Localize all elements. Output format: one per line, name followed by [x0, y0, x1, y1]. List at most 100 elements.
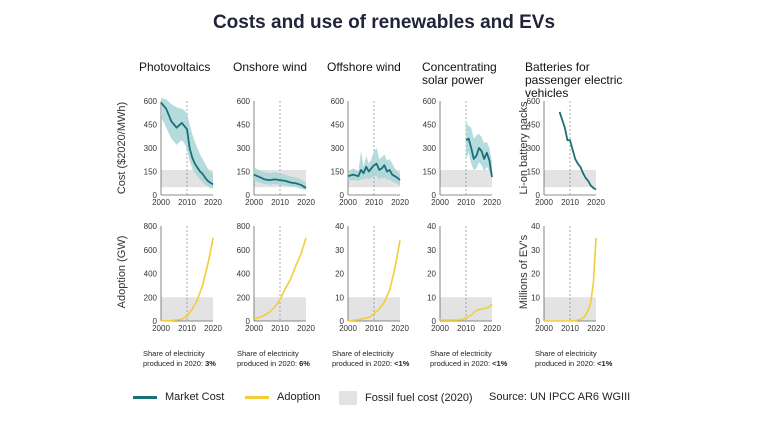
p0-cost-ytick-0: 0 — [153, 191, 158, 200]
p1-cost-ytick-0: 0 — [246, 191, 251, 200]
p2-cost-ytick-4: 600 — [331, 97, 345, 106]
p1-adoption-xtick-2: 2020 — [297, 324, 315, 333]
p3-cost-xtick-2: 2020 — [483, 198, 501, 207]
p2-adoption-ytick-3: 30 — [335, 246, 344, 255]
p0-cost-ytick-1: 150 — [144, 168, 158, 177]
p0-adoption-ytick-2: 400 — [144, 270, 158, 279]
p4-cost-xtick-2: 2020 — [587, 198, 605, 207]
p3-adoption-ytick-3: 30 — [427, 246, 436, 255]
p0-adoption-ytick-0: 0 — [153, 317, 158, 326]
share-note-0: Share of electricity produced in 2020: 3… — [143, 349, 216, 368]
legend-swatch-adoption — [245, 395, 269, 399]
p1-cost-ytick-3: 450 — [237, 121, 251, 130]
p1-adoption-xtick-0: 2000 — [245, 324, 263, 333]
p4-adoption-xtick-0: 2000 — [535, 324, 553, 333]
p4-cost-ytick-2: 300 — [527, 144, 541, 153]
p4-adoption-fossil-band — [544, 297, 596, 321]
p3-adoption-ytick-4: 40 — [427, 222, 436, 231]
p0-cost-xtick-0: 2000 — [152, 198, 170, 207]
p3-adoption-ytick-0: 0 — [432, 317, 437, 326]
panel-title-photovoltaics: Photovoltaics — [139, 60, 211, 74]
chart-title: Costs and use of renewables and EVs — [212, 12, 556, 33]
p2-adoption-ytick-0: 0 — [340, 317, 345, 326]
share-note-4: Share of electricity produced in 2020: <… — [535, 349, 613, 368]
p2-cost-xtick-1: 2010 — [365, 198, 383, 207]
p0-adoption-xtick-2: 2020 — [204, 324, 222, 333]
p1-cost-series-line — [253, 173, 307, 189]
p1-adoption-ytick-3: 600 — [237, 246, 251, 255]
p0-adoption-ytick-4: 800 — [144, 222, 158, 231]
p0-adoption-xtick-1: 2010 — [178, 324, 196, 333]
p2-cost-xtick-0: 2000 — [339, 198, 357, 207]
p1-cost-xtick-0: 2000 — [245, 198, 263, 207]
p0-adoption-ytick-1: 200 — [144, 293, 158, 302]
p2-cost-series-line — [347, 162, 401, 181]
p3-cost-xtick-1: 2010 — [457, 198, 475, 207]
p0-cost-ytick-4: 600 — [144, 97, 158, 106]
p4-cost-ytick-3: 450 — [527, 121, 541, 130]
p0-adoption-xtick-0: 2000 — [152, 324, 170, 333]
p1-cost-ytick-1: 150 — [237, 168, 251, 177]
p3-adoption-ytick-1: 10 — [427, 293, 436, 302]
row-label-battery-cost: Li-on battery packs — [518, 101, 530, 194]
p4-adoption-ytick-3: 30 — [531, 246, 540, 255]
share-note-2: Share of electricity produced in 2020: <… — [332, 349, 410, 368]
p4-adoption-ytick-2: 20 — [531, 270, 540, 279]
p4-cost-ytick-4: 600 — [527, 97, 541, 106]
source-note: Source: UN IPCC AR6 WGIII — [489, 391, 631, 403]
p0-cost-xtick-1: 2010 — [178, 198, 196, 207]
p4-cost-ytick-0: 0 — [536, 191, 541, 200]
p1-adoption-series-line — [253, 237, 307, 320]
panel-title-batteries: Batteries for passenger electric vehicle… — [525, 60, 623, 100]
row-label-adoption: Adoption (GW) — [116, 236, 128, 309]
p3-adoption-series-line — [440, 303, 493, 321]
p1-adoption-xtick-1: 2010 — [271, 324, 289, 333]
p2-adoption-ytick-4: 40 — [335, 222, 344, 231]
row-label-ev-adoption: Millions of EV's — [518, 234, 530, 309]
p0-cost-series-line — [160, 101, 214, 186]
p3-adoption-fossil-band — [440, 297, 492, 321]
legend-source: Source: UN IPCC AR6 WGIII — [489, 391, 630, 403]
p0-adoption-fossil-band — [161, 297, 213, 321]
p2-adoption-fossil-band — [348, 297, 400, 321]
p2-adoption-xtick-1: 2010 — [365, 324, 383, 333]
p0-adoption-series-line — [160, 237, 214, 322]
panel-title-offshore-wind: Offshore wind — [327, 60, 401, 74]
panel-title-csp: Concentrating solar power — [422, 60, 497, 87]
p3-cost-xtick-0: 2000 — [431, 198, 449, 207]
p2-adoption-ytick-2: 20 — [335, 270, 344, 279]
p3-adoption-xtick-2: 2020 — [483, 324, 501, 333]
p1-adoption-ytick-0: 0 — [246, 317, 251, 326]
p2-cost-ytick-1: 150 — [331, 168, 345, 177]
p1-cost-ytick-2: 300 — [237, 144, 251, 153]
share-note-3: Share of electricity produced in 2020: <… — [430, 349, 508, 368]
share-note-1: Share of electricity produced in 2020: 6… — [237, 349, 310, 368]
p3-adoption-ytick-2: 20 — [427, 270, 436, 279]
p4-cost-xtick-0: 2000 — [535, 198, 553, 207]
p4-cost-xtick-1: 2010 — [561, 198, 579, 207]
p4-adoption-ytick-1: 10 — [531, 293, 540, 302]
legend-swatch-fossil — [339, 391, 357, 405]
p3-cost-ytick-0: 0 — [432, 191, 437, 200]
p0-cost-xtick-2: 2020 — [204, 198, 222, 207]
legend-label-fossil: Fossil fuel cost (2020) — [365, 392, 473, 404]
p2-adoption-series-line — [347, 240, 401, 322]
p4-cost-ytick-1: 150 — [527, 168, 541, 177]
p3-cost-ytick-3: 450 — [423, 121, 437, 130]
p4-adoption-xtick-1: 2010 — [561, 324, 579, 333]
p0-cost-uncertainty-band — [161, 97, 213, 189]
p2-adoption-xtick-0: 2000 — [339, 324, 357, 333]
p2-cost-xtick-2: 2020 — [391, 198, 409, 207]
p1-cost-xtick-1: 2010 — [271, 198, 289, 207]
p4-adoption-ytick-0: 0 — [536, 317, 541, 326]
p2-cost-ytick-2: 300 — [331, 144, 345, 153]
legend-adoption: Adoption — [245, 391, 320, 403]
p2-cost-ytick-0: 0 — [340, 191, 345, 200]
p1-adoption-ytick-4: 800 — [237, 222, 251, 231]
row-label-cost: Cost ($2020/MWh) — [116, 102, 128, 194]
p2-cost-ytick-3: 450 — [331, 121, 345, 130]
p3-cost-ytick-2: 300 — [423, 144, 437, 153]
legend-swatch-market-cost — [133, 395, 157, 399]
p1-cost-ytick-4: 600 — [237, 97, 251, 106]
